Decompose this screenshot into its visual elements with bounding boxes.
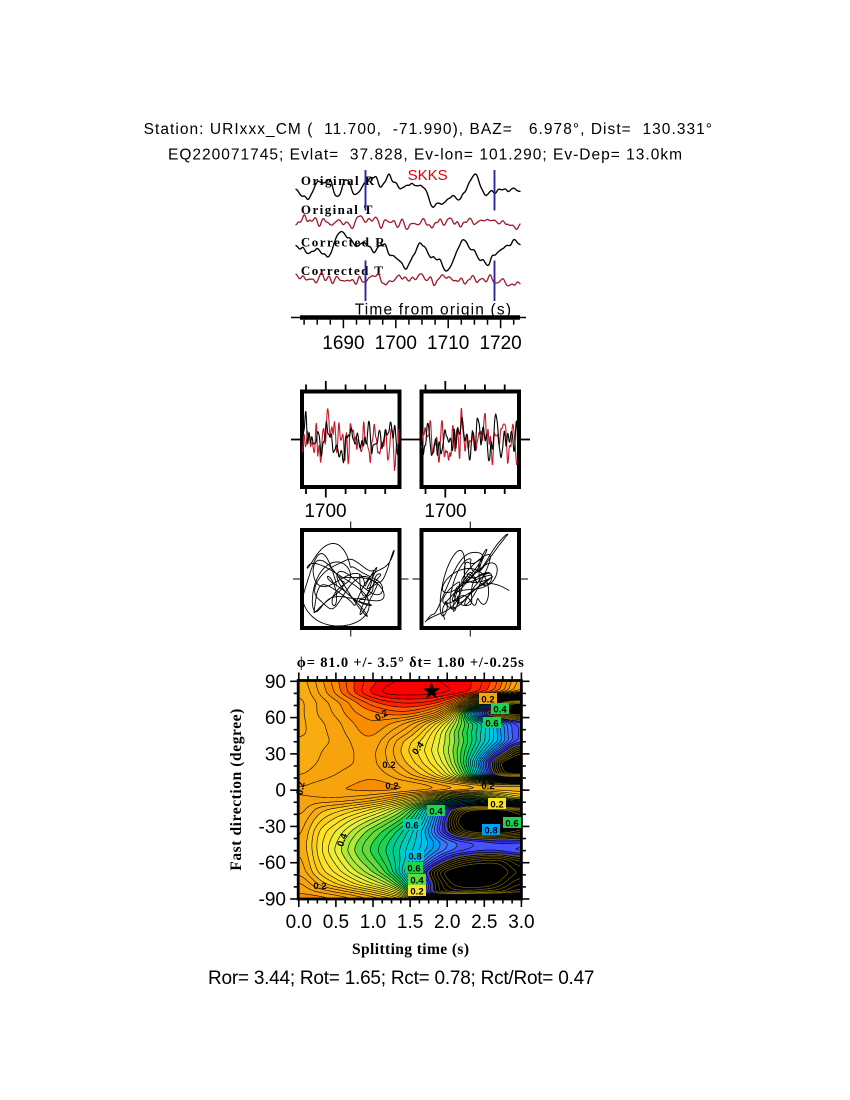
svg-text:0.2: 0.2 [294,781,307,796]
svg-text:0.4: 0.4 [335,831,350,848]
svg-text:Original T: Original T [301,202,373,217]
svg-text:0.2: 0.2 [490,800,503,811]
svg-text:0.2: 0.2 [382,760,395,771]
svg-text:SKKS: SKKS [408,167,448,184]
svg-text:30: 30 [265,744,286,765]
svg-text:0.4: 0.4 [410,876,424,887]
svg-text:0.8: 0.8 [484,826,497,837]
svg-text:-60: -60 [259,853,286,874]
svg-text:0.6: 0.6 [405,821,418,832]
svg-text:0: 0 [275,781,286,802]
svg-text:Corrected T: Corrected T [301,263,383,278]
svg-text:0.2: 0.2 [385,781,398,792]
svg-text:0.2: 0.2 [481,695,494,706]
svg-text:0.6: 0.6 [485,719,498,730]
svg-text:2.5: 2.5 [471,912,497,933]
svg-text:EQ220071745; Evlat= 37.828, E: EQ220071745; Evlat= 37.828, Ev-lon= 101.… [168,147,682,164]
svg-text:Ror= 3.44; Rot= 1.65; Rct= 0.7: Ror= 3.44; Rot= 1.65; Rct= 0.78; Rct/Rot… [208,968,595,989]
svg-text:0.2: 0.2 [313,881,326,892]
svg-text:1700: 1700 [424,501,466,522]
svg-text:Corrected R: Corrected R [301,235,385,250]
svg-text:60: 60 [265,708,286,729]
svg-text:0.0: 0.0 [286,912,312,933]
svg-text:Fast direction (degree): Fast direction (degree) [228,709,245,871]
svg-text:-30: -30 [259,817,286,838]
svg-text:3.0: 3.0 [508,912,534,933]
svg-text:1700: 1700 [304,501,346,522]
svg-text:ϕ= 81.0 +/- 3.5° δt= 1.80 +/-0: ϕ= 81.0 +/- 3.5° δt= 1.80 +/-0.25s [297,655,524,671]
svg-text:90: 90 [265,672,286,693]
svg-text:1.5: 1.5 [397,912,423,933]
svg-text:1700: 1700 [375,333,417,354]
svg-text:Station: URIxxx_CM ( 11.700,: Station: URIxxx_CM ( 11.700, -71.990), B… [144,121,712,138]
svg-text:1.0: 1.0 [360,912,386,933]
svg-text:0.4: 0.4 [493,705,507,716]
svg-text:0.2: 0.2 [481,781,494,792]
svg-text:1690: 1690 [322,333,364,354]
svg-text:Time from origin (s): Time from origin (s) [355,302,511,319]
svg-text:0.5: 0.5 [323,912,349,933]
svg-text:Original R: Original R [301,173,375,188]
svg-text:Splitting time (s): Splitting time (s) [352,941,469,958]
svg-text:2.0: 2.0 [434,912,460,933]
svg-text:0.8: 0.8 [408,852,421,863]
svg-text:0.6: 0.6 [505,819,518,830]
svg-text:0.2: 0.2 [410,887,423,898]
svg-text:-90: -90 [259,889,286,910]
svg-text:1710: 1710 [427,333,469,354]
svg-text:1720: 1720 [479,333,521,354]
svg-text:0.6: 0.6 [407,864,420,875]
svg-text:0.4: 0.4 [429,807,443,818]
